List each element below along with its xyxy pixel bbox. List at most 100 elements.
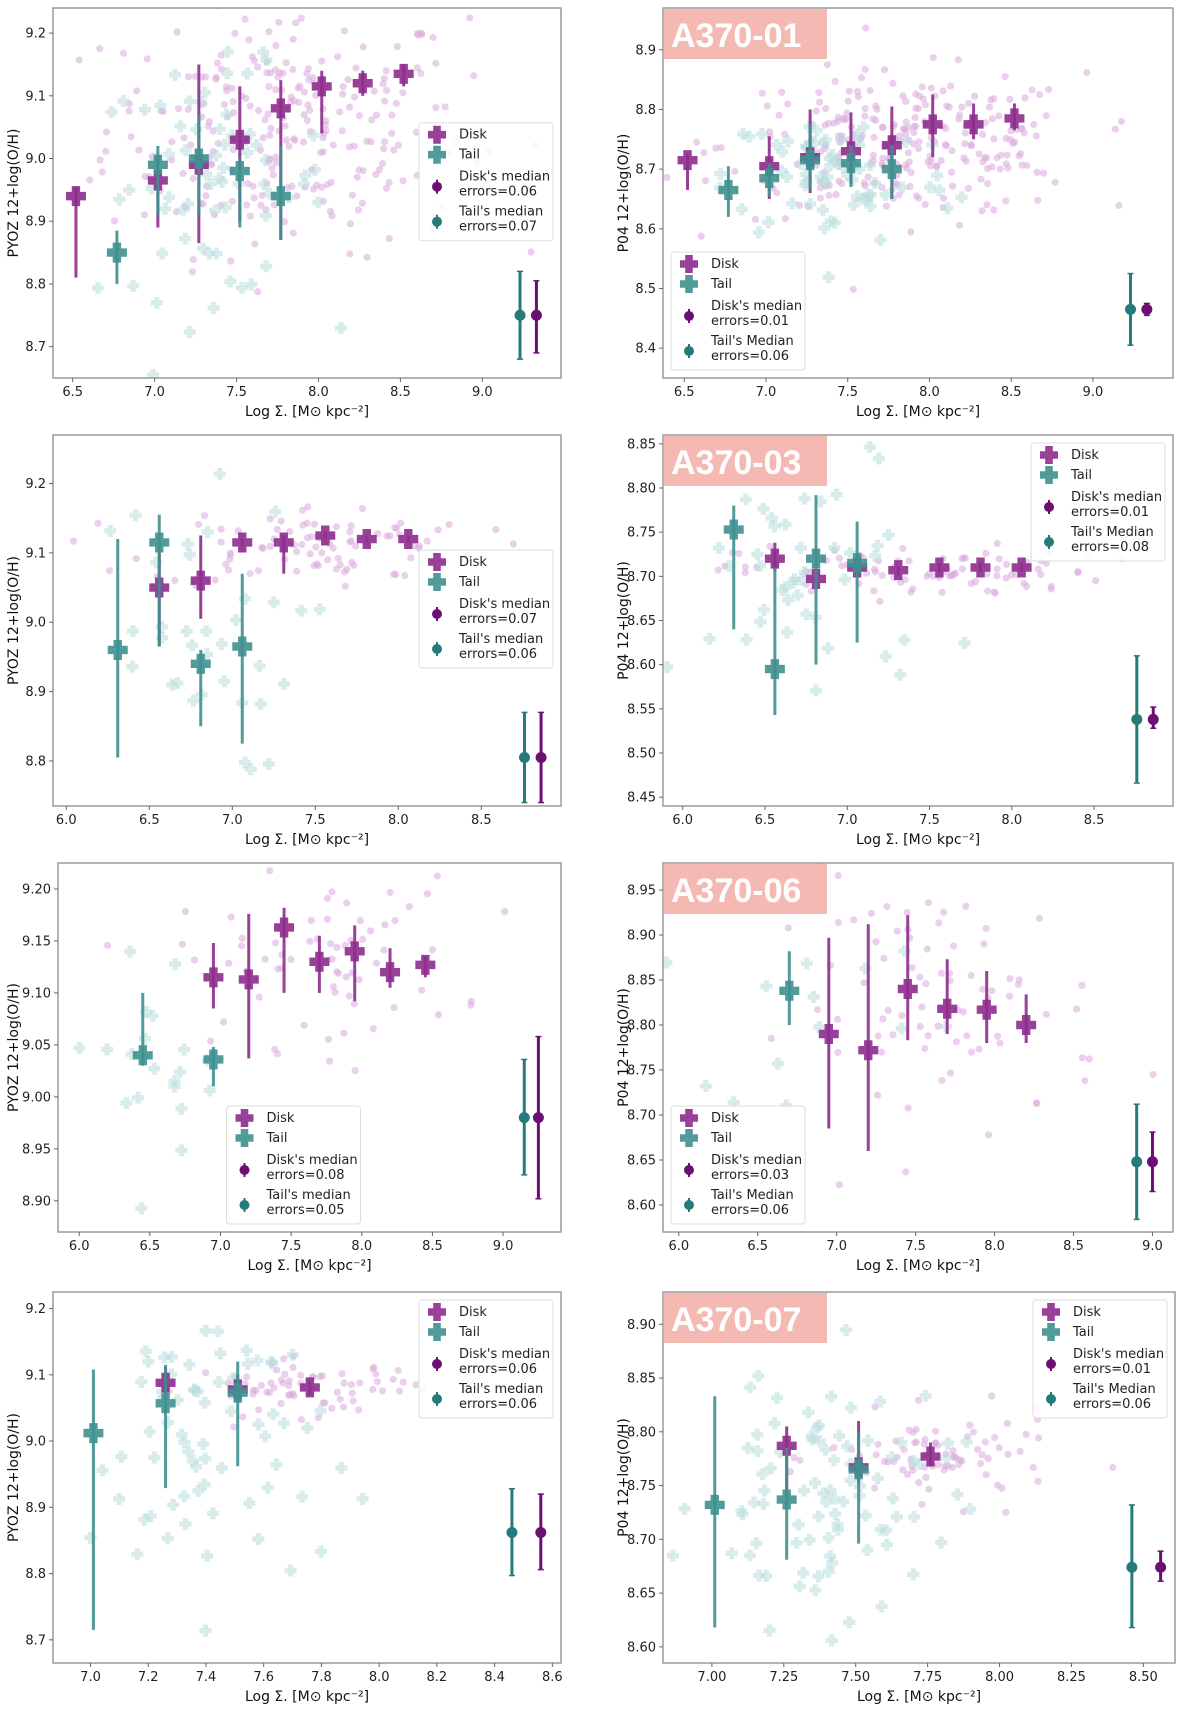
tail-median-marker <box>107 639 128 660</box>
y-tick-label: 8.7 <box>25 340 46 355</box>
tail-scatter-point <box>806 1433 819 1446</box>
disk-median-marker <box>937 998 958 1019</box>
y-axis-label: P04 12+log(O/H) <box>616 561 632 680</box>
disk-scatter-point <box>918 1500 926 1509</box>
tail-scatter-point <box>260 260 273 273</box>
tail-median-marker <box>229 161 250 182</box>
x-tick-label: 9.0 <box>1142 1239 1163 1254</box>
tail-scatter-point <box>874 233 887 246</box>
disk-scatter-point <box>199 200 207 208</box>
x-tick-label: 6.5 <box>674 385 695 400</box>
disk-median-error-marker <box>1147 713 1159 725</box>
disk-scatter-point <box>369 1365 377 1373</box>
disk-scatter-point <box>955 221 964 229</box>
disk-scatter-point <box>1047 582 1056 591</box>
y-tick-label: 9.2 <box>25 1302 46 1317</box>
disk-scatter-point <box>880 954 888 962</box>
disk-scatter-point <box>412 128 421 136</box>
disk-scatter-point <box>329 141 337 149</box>
legend-disk-median-marker <box>239 1165 250 1175</box>
y-tick-label: 8.75 <box>627 1064 656 1079</box>
disk-scatter-point <box>399 1378 407 1386</box>
tail-scatter-point <box>314 1545 327 1558</box>
disk-scatter-point <box>910 122 918 131</box>
tail-median-point <box>800 124 821 191</box>
disk-scatter-point <box>397 519 405 527</box>
tail-scatter-point <box>851 190 864 203</box>
tail-scatter-point <box>182 1445 195 1458</box>
tail-scatter-point <box>179 1518 192 1531</box>
tail-scatter-point <box>757 1498 770 1511</box>
x-axis-label: Log Σ. [M⊙ kpc⁻²] <box>245 1689 369 1705</box>
y-tick-label: 9.1 <box>25 89 46 104</box>
disk-scatter-point <box>991 1433 999 1442</box>
tail-scatter-point <box>267 1408 280 1421</box>
disk-scatter-point <box>266 131 274 139</box>
disk-scatter-point <box>348 191 357 199</box>
tail-scatter-point <box>161 1416 174 1429</box>
x-tick-label: 8.5 <box>390 385 411 400</box>
disk-scatter-point <box>224 1379 232 1387</box>
disk-scatter-point <box>229 98 237 106</box>
disk-median-marker <box>398 529 419 550</box>
y-tick-label: 8.8 <box>635 103 656 118</box>
disk-scatter-point <box>268 164 276 172</box>
tail-scatter-point <box>882 528 895 541</box>
tail-scatter-point <box>301 1422 314 1435</box>
x-tick-label: 8.50 <box>1129 1670 1158 1685</box>
disk-scatter-point <box>876 597 884 605</box>
disk-scatter-point <box>843 109 851 117</box>
disk-scatter-point <box>258 544 266 552</box>
plot-area <box>663 863 1158 1221</box>
disk-scatter-point <box>405 902 413 911</box>
tail-scatter-point <box>126 660 139 673</box>
disk-scatter-point <box>509 540 517 548</box>
tail-scatter-point <box>931 169 944 182</box>
disk-scatter-point <box>947 82 955 90</box>
disk-scatter-point <box>982 154 991 162</box>
disk-scatter-point <box>832 190 840 199</box>
disk-scatter-point <box>135 146 143 154</box>
disk-scatter-point <box>429 33 437 42</box>
disk-scatter-point <box>470 72 478 80</box>
disk-scatter-point <box>870 133 878 141</box>
tail-scatter-point <box>210 247 223 260</box>
disk-scatter-point <box>282 59 290 67</box>
tail-median-point <box>188 114 209 215</box>
disk-scatter-point <box>344 76 352 84</box>
disk-scatter-point <box>923 945 931 953</box>
legend-label: errors=0.06 <box>1073 1397 1151 1412</box>
chart-panel-p2: 6.5 7.0 7.5 8.0 8.5 9.0 8.4 8.5 8.6 8.7 8.8 8.9 Log … <box>616 7 1174 420</box>
disk-scatter-point <box>908 964 916 972</box>
disk-scatter-point <box>1003 1419 1011 1428</box>
disk-scatter-point <box>380 946 388 954</box>
legend-label: Disk's median <box>459 170 550 185</box>
disk-scatter-point <box>355 166 363 174</box>
tail-scatter-point <box>885 1451 898 1464</box>
disk-scatter-point <box>1033 168 1041 176</box>
disk-scatter-point <box>213 59 222 67</box>
tail-scatter-point <box>817 1487 830 1500</box>
disk-scatter-point <box>356 916 364 925</box>
y-tick-label: 8.65 <box>627 614 656 629</box>
disk-scatter-point <box>133 87 141 95</box>
disk-scatter-point <box>951 1453 959 1461</box>
tail-scatter-point <box>307 129 320 142</box>
tail-scatter-point <box>737 128 750 141</box>
tail-median-marker <box>806 548 826 569</box>
tail-scatter-point <box>188 1384 201 1397</box>
x-tick-label: 7.6 <box>253 1670 274 1685</box>
disk-scatter-point <box>942 142 950 150</box>
tail-scatter-point <box>812 1510 825 1523</box>
tail-scatter-point <box>174 120 187 133</box>
disk-scatter-point <box>270 201 278 209</box>
tail-scatter-point <box>267 596 280 609</box>
disk-scatter-point <box>773 189 781 197</box>
tail-scatter-point <box>799 168 812 181</box>
y-tick-label: 8.7 <box>635 163 656 178</box>
disk-scatter-point <box>110 217 119 225</box>
disk-scatter-point <box>1022 1430 1030 1438</box>
tail-scatter-point <box>192 1484 205 1497</box>
